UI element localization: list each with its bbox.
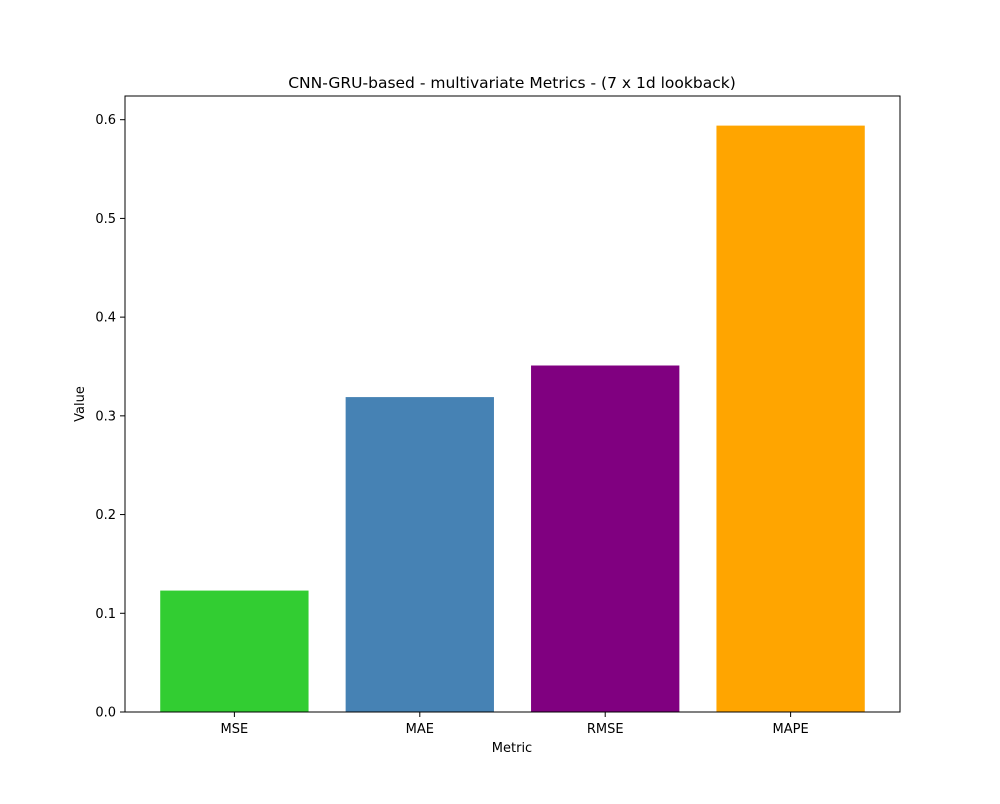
y-tick-label: 0.5 [95, 212, 116, 227]
y-tick-label: 0.6 [95, 113, 116, 128]
x-tick-label-mse: MSE [221, 722, 249, 737]
bar-mae [345, 397, 494, 712]
chart-title: CNN-GRU-based - multivariate Metrics - (… [288, 74, 736, 92]
x-tick-label-mae: MAE [406, 722, 434, 737]
x-axis-label: Metric [492, 741, 532, 756]
y-tick-label: 0.3 [95, 409, 116, 424]
x-tick-label-rmse: RMSE [587, 722, 624, 737]
y-tick-label: 0.4 [95, 311, 116, 326]
y-axis-label: Value [73, 386, 88, 422]
y-axis-ticks: 0.0 0.1 0.2 0.3 0.4 0.5 0.6 [95, 113, 125, 721]
y-tick-label: 0.1 [95, 607, 116, 622]
bars-group [160, 125, 865, 713]
bar-mape [716, 125, 865, 713]
y-tick-label: 0.2 [95, 508, 116, 523]
bar-mse [160, 590, 309, 712]
plot-area-frame [124, 95, 901, 713]
x-axis-ticks: MSE MAE RMSE MAPE [221, 712, 809, 737]
x-tick-label-mape: MAPE [773, 722, 809, 737]
y-tick-label: 0.0 [95, 706, 116, 721]
bar-rmse [531, 365, 680, 712]
